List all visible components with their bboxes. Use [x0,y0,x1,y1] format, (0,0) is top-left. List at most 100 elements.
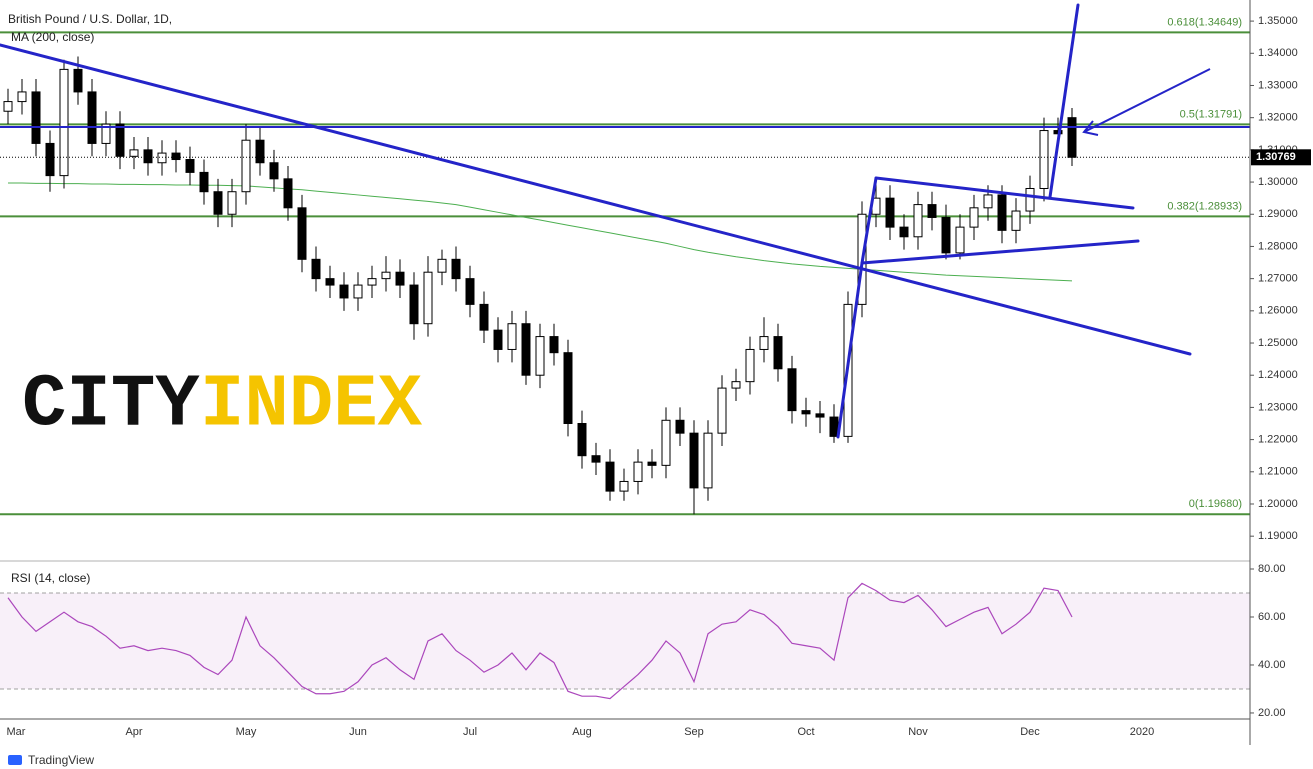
candle-body [255,139,265,164]
rsi-tick-label: 60.00 [1258,611,1286,623]
x-tick-label: Apr [125,726,142,738]
candle-body [353,284,363,299]
candle-body [409,284,419,325]
candle-body [927,204,937,218]
candle-body [157,152,167,164]
candle-body [129,149,139,157]
rsi-band [0,592,1250,689]
y-tick-label: 1.33000 [1258,79,1298,91]
projection-pole [1048,3,1080,199]
candle-body [227,191,237,215]
x-tick-label: Mar [7,726,26,738]
candle-body [451,258,461,280]
candle-body [115,123,125,157]
y-tick-label: 1.21000 [1258,466,1298,478]
candle-body [199,171,209,193]
candle-body [297,207,307,260]
y-tick-label: 1.28000 [1258,240,1298,252]
candle-body [801,410,811,415]
candle-body [59,68,69,177]
candle-body [437,258,447,273]
candle-body [241,139,251,193]
y-tick-label: 1.22000 [1258,434,1298,446]
candle-body [45,142,55,177]
candle-body [1025,187,1035,212]
overlay: 0.618(1.34649) 0.5(1.31791) 0.382(1.28933)… [0,15,1311,738]
candle-body [507,323,517,350]
candle-body [577,423,587,457]
last-price-label: 1.30769 [1256,151,1296,163]
candle-body [913,204,923,238]
x-tick-label: Dec [1020,726,1040,738]
candle-body [885,197,895,228]
y-tick-label: 1.34000 [1258,47,1298,59]
candle-body [969,207,979,228]
candle-body [367,278,377,286]
y-tick-label: 1.29000 [1258,208,1298,220]
candle-body [3,101,13,112]
candle-body [605,461,615,492]
candle-body [549,336,559,354]
watermark-index: INDEX [200,364,423,448]
candle-body [983,194,993,209]
candle-body [815,413,825,418]
candle-body [941,216,951,254]
ma-line [8,182,1073,282]
candle-body [143,149,153,164]
candle-body [703,432,713,489]
trend-lines [0,3,1250,439]
candle-body [479,303,489,331]
y-tick-label: 1.20000 [1258,498,1298,510]
y-tick-label: 1.27000 [1258,273,1298,285]
candle-body [31,91,41,144]
flag-upper [874,176,1135,210]
candle-body [675,419,685,434]
candle-body [997,194,1007,231]
chart-title: British Pound / U.S. Dollar, 1D, [8,12,172,26]
candle-body [1039,130,1049,189]
fib-label: 0(1.19680) [1189,498,1242,510]
watermark-city: CITY [22,364,200,448]
candle-body [395,271,405,286]
candle-body [311,258,321,280]
candle-body [381,271,391,280]
x-tick-label: Sep [684,726,704,738]
y-tick-label: 1.30000 [1258,176,1298,188]
candle-body [661,419,671,466]
candle-body [1067,117,1077,158]
candle-body [633,461,643,482]
candle-body [773,336,783,370]
y-tick-label: 1.26000 [1258,305,1298,317]
candle-body [899,226,909,238]
candle-body [521,323,531,376]
candle-body [465,278,475,305]
candle-body [423,271,433,325]
candle-body [955,226,965,254]
footer-logo [8,755,22,765]
flag-lower [860,239,1140,265]
x-tick-label: Nov [908,726,928,738]
candle-body [535,336,545,376]
candle-body [493,329,503,350]
candle-body [787,368,797,412]
candle-body [759,336,769,350]
candle-body [563,352,573,425]
fib-label: 0.382(1.28933) [1167,200,1242,212]
candle-body [591,455,601,463]
trend-line [0,43,1192,356]
x-tick-label: Jun [349,726,367,738]
candle-body [689,432,699,489]
rsi-tick-label: 40.00 [1258,659,1286,671]
y-tick-label: 1.24000 [1258,369,1298,381]
candle-body [647,461,657,466]
y-tick-label: 1.19000 [1258,530,1298,542]
fib-label: 0.5(1.31791) [1180,108,1242,120]
footer-brand[interactable]: TradingView [28,753,94,767]
rsi-tick-label: 80.00 [1258,563,1286,575]
rsi-label: RSI (14, close) [11,571,90,585]
candle-body [325,278,335,286]
price-pane [0,31,1250,700]
candle-body [745,348,755,383]
